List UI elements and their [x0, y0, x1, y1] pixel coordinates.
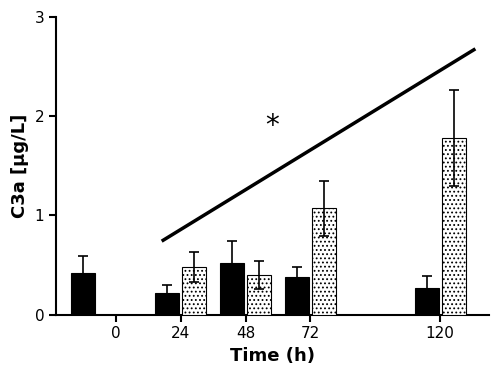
Bar: [155, 293, 180, 315]
Bar: [312, 208, 336, 315]
Bar: [182, 267, 206, 315]
Text: *: *: [266, 112, 280, 140]
Bar: [220, 263, 244, 315]
Bar: [71, 273, 96, 315]
Bar: [284, 277, 309, 315]
Bar: [442, 138, 466, 315]
Bar: [414, 288, 439, 315]
X-axis label: Time (h): Time (h): [230, 347, 315, 365]
Bar: [247, 275, 271, 315]
Y-axis label: C3a [μg/L]: C3a [μg/L]: [11, 114, 29, 218]
